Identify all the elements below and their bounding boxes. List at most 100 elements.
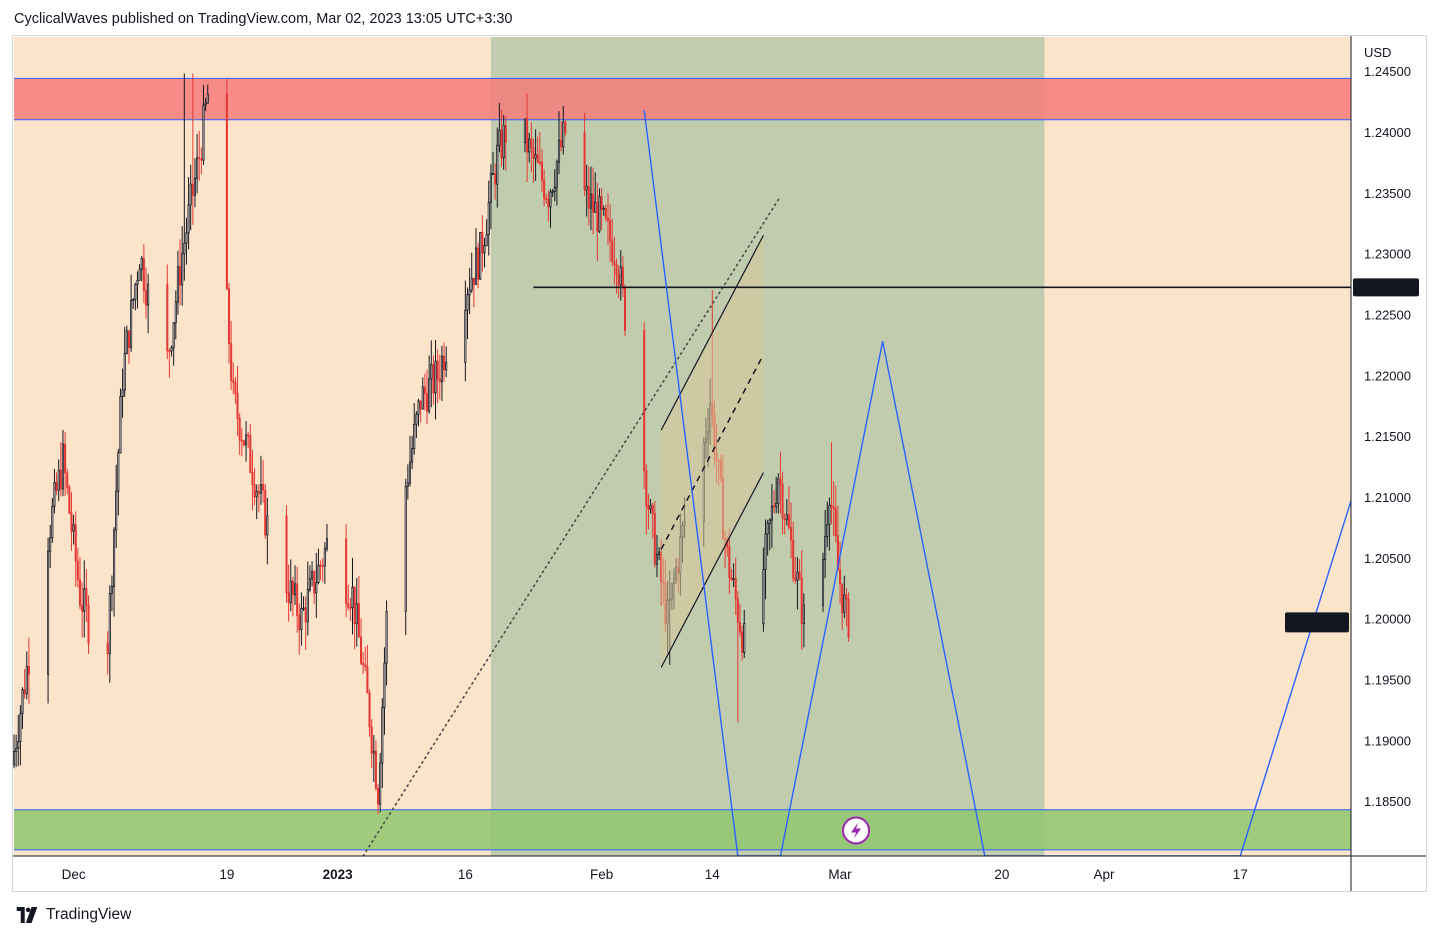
- publish-header: CyclicalWaves published on TradingView.c…: [14, 11, 513, 27]
- candle-body: [547, 198, 550, 208]
- channel-upper-line: [660, 235, 764, 431]
- candle-body: [181, 253, 184, 286]
- candle-body: [583, 132, 586, 191]
- candle-body: [168, 350, 171, 353]
- candle-body: [51, 506, 54, 539]
- candle-body: [264, 489, 267, 536]
- candle-body: [249, 435, 252, 473]
- candle-body: [383, 662, 386, 709]
- candle-body: [300, 607, 303, 631]
- candle-body: [743, 623, 746, 653]
- candle-body: [245, 434, 248, 446]
- price-chart[interactable]: USD 1.24500 1.24000 1.23500 1.23000 1.22500 1.…: [13, 36, 1427, 892]
- candle-body: [57, 469, 60, 491]
- candle-body: [315, 582, 318, 594]
- tradingview-logo-icon: [16, 907, 38, 923]
- candle-body: [191, 183, 194, 196]
- candle-body: [298, 615, 301, 631]
- candle-body: [560, 139, 563, 148]
- candle-body: [204, 102, 207, 106]
- candle-body: [596, 201, 599, 232]
- candle-body: [359, 636, 363, 664]
- candle-body: [59, 469, 62, 490]
- candle-body: [289, 580, 292, 604]
- y-tick-label: 1.19500: [1364, 673, 1411, 688]
- candle-body: [440, 355, 443, 383]
- candle-body: [408, 461, 412, 484]
- x-tick-label: 2023: [323, 867, 354, 882]
- candle-body: [787, 514, 790, 528]
- y-tick-label: 1.21000: [1364, 490, 1411, 505]
- candle-body: [764, 533, 767, 570]
- candle-body: [845, 594, 848, 600]
- chart-frame[interactable]: USD 1.24500 1.24000 1.23500 1.23000 1.22500 1.…: [12, 35, 1427, 892]
- candle-body: [76, 560, 79, 581]
- candle-body: [368, 692, 371, 728]
- candle-body: [176, 266, 179, 303]
- candle-body: [828, 504, 831, 525]
- y-tick-label: 1.23500: [1364, 186, 1411, 201]
- candle-body: [523, 118, 526, 143]
- candle-body: [619, 266, 622, 286]
- candle-body: [604, 207, 607, 219]
- candle-body: [53, 482, 56, 507]
- candle-body: [445, 361, 448, 371]
- candle-body: [553, 186, 556, 192]
- candle-body: [240, 439, 243, 442]
- candle-body: [536, 154, 539, 163]
- candle-body: [138, 268, 141, 281]
- candle-body: [421, 386, 424, 410]
- currency-label: USD: [1364, 45, 1391, 60]
- candle-body: [587, 186, 590, 209]
- time-axis-background: [13, 856, 1351, 891]
- x-tick-label: Mar: [828, 867, 852, 882]
- candle-body: [115, 490, 118, 531]
- candle-body: [185, 232, 188, 244]
- candle-body: [730, 577, 733, 581]
- candle-body: [227, 288, 231, 344]
- current-price-badge: [1353, 278, 1419, 297]
- x-tick-label: 16: [458, 867, 473, 882]
- candle-body: [800, 577, 803, 624]
- y-tick-label: 1.23000: [1364, 247, 1411, 262]
- candle-body: [479, 231, 482, 280]
- candle-body: [381, 707, 384, 764]
- candle-body: [61, 443, 65, 490]
- candle-body: [623, 287, 627, 331]
- candle-body: [491, 173, 495, 175]
- candle-body: [785, 514, 788, 521]
- candle-body: [232, 380, 235, 383]
- candle-body: [658, 551, 661, 555]
- x-tick-label: 14: [705, 867, 721, 882]
- candle-body: [585, 186, 588, 191]
- candle-body: [485, 234, 488, 246]
- candle-body: [147, 283, 150, 306]
- candle-body: [564, 121, 567, 134]
- channel-lower-line: [660, 472, 764, 668]
- candle-body: [125, 330, 128, 354]
- candle-body: [481, 231, 484, 254]
- candle-body: [353, 586, 356, 625]
- candle-body: [528, 138, 531, 153]
- x-tick-label: Apr: [1094, 867, 1116, 882]
- candle-body: [406, 482, 409, 487]
- candle-body: [85, 588, 88, 606]
- candle-body: [189, 183, 192, 206]
- candle-body: [777, 478, 780, 504]
- candle-body: [428, 378, 431, 412]
- candle-body: [172, 322, 175, 348]
- candle-body: [504, 124, 507, 143]
- axes-layer: USD 1.24500 1.24000 1.23500 1.23000 1.22500 1.…: [13, 36, 1426, 891]
- candle-body: [841, 583, 844, 613]
- candle-body: [27, 665, 30, 675]
- candle-body: [821, 559, 825, 606]
- footer-brand[interactable]: TradingView: [14, 906, 131, 924]
- candle-body: [134, 284, 137, 300]
- candle-body: [430, 364, 433, 380]
- candle-body: [123, 352, 126, 391]
- y-tick-label: 1.20500: [1364, 551, 1411, 566]
- x-tick-label: 19: [219, 867, 234, 882]
- candle-body: [443, 355, 446, 371]
- candle-body: [70, 512, 73, 532]
- candle-body: [824, 536, 827, 560]
